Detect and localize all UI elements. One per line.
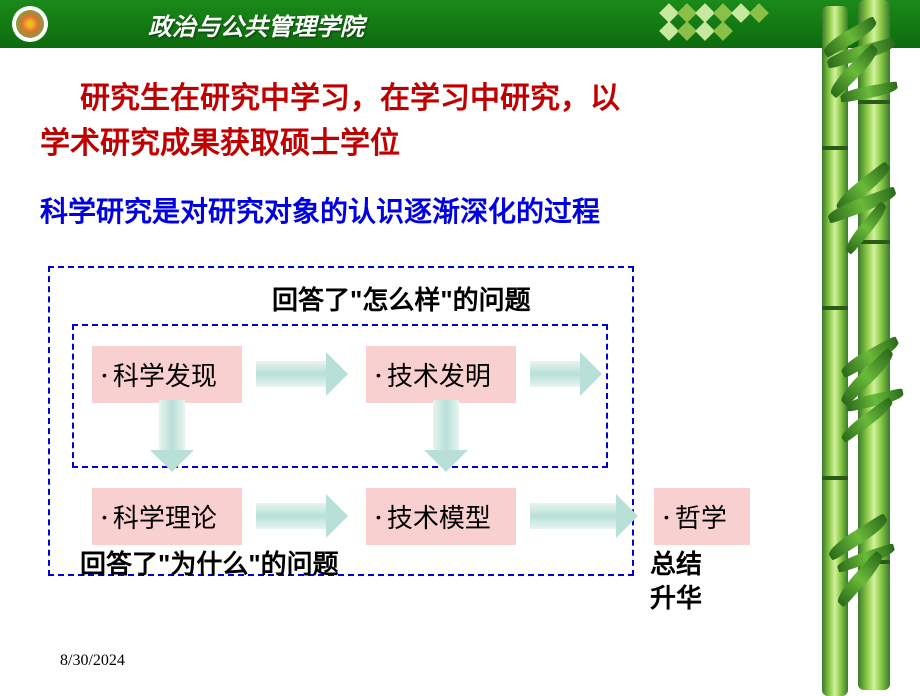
diagram-node-n4: 技术模型	[366, 488, 516, 545]
sub-heading: 科学研究是对研究对象的认识逐渐深化的过程	[40, 190, 880, 230]
diagram-node-n3: 科学理论	[92, 488, 242, 545]
footer-date: 8/30/2024	[60, 652, 125, 670]
slide-content: 研究生在研究中学习，在学习中研究，以 学术研究成果获取硕士学位 科学研究是对研究…	[0, 48, 920, 606]
main-heading: 研究生在研究中学习，在学习中研究，以 学术研究成果获取硕士学位	[80, 76, 780, 166]
diagram-node-n5: 哲学	[654, 488, 750, 545]
diagram-label-1: 回答了"为什么"的问题	[80, 544, 339, 581]
arrow-n1-n2	[256, 352, 348, 396]
diagram-label-2: 总结	[650, 544, 702, 581]
diagram-label-0: 回答了"怎么样"的问题	[272, 280, 531, 317]
diagram-node-n2: 技术发明	[366, 346, 516, 403]
school-logo	[12, 6, 48, 42]
diagram-label-3: 升华	[650, 578, 702, 615]
arrow-n4-n5	[530, 494, 638, 538]
arrow-n2-out	[530, 352, 602, 396]
header-title: 政治与公共管理学院	[148, 7, 364, 42]
arrow-n3-n4	[256, 494, 348, 538]
main-heading-line1: 研究生在研究中学习，在学习中研究，以	[80, 76, 780, 121]
research-diagram: 科学发现 技术发明科学理论 技术模型 哲学 回答了"怎么样"的问题回答了"为什么"的问…	[40, 266, 800, 606]
arrow-n1-n3	[150, 400, 194, 472]
header-bar: 政治与公共管理学院	[0, 0, 920, 48]
diagram-node-n1: 科学发现	[92, 346, 242, 403]
main-heading-line2: 学术研究成果获取硕士学位	[40, 121, 780, 166]
header-decoration	[660, 4, 780, 40]
arrow-n2-n4	[424, 400, 468, 472]
